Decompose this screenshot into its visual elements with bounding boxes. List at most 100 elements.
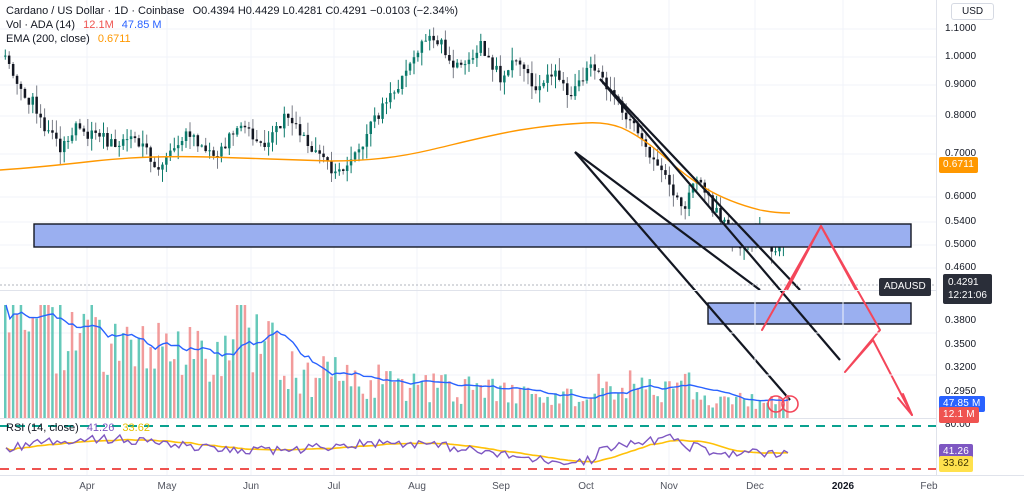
volume-bar[interactable] — [452, 401, 455, 419]
volume-bar[interactable] — [133, 366, 137, 418]
volume-bar[interactable] — [648, 379, 652, 418]
volume-bar[interactable] — [546, 396, 549, 418]
volume-bar[interactable] — [326, 361, 329, 418]
volume-bar[interactable] — [176, 331, 180, 418]
candle-body[interactable] — [566, 83, 569, 95]
volume-bar[interactable] — [636, 387, 640, 418]
volume-bar[interactable] — [577, 401, 581, 418]
candle-body[interactable] — [601, 71, 604, 78]
volume-bar[interactable] — [196, 330, 200, 418]
candle-body[interactable] — [353, 152, 357, 160]
volume-bar[interactable] — [558, 403, 561, 419]
candle-body[interactable] — [357, 149, 361, 153]
volume-bar[interactable] — [66, 351, 70, 418]
volume-bar[interactable] — [137, 337, 141, 418]
volume-bar[interactable] — [385, 371, 388, 418]
candle-body[interactable] — [715, 207, 718, 213]
volume-bar[interactable] — [27, 331, 31, 419]
volume-bar[interactable] — [715, 403, 718, 418]
volume-bar[interactable] — [169, 361, 172, 418]
volume-bar[interactable] — [98, 319, 101, 418]
volume-bar[interactable] — [754, 408, 758, 418]
rsi-chart-svg[interactable] — [0, 419, 936, 475]
volume-bar[interactable] — [695, 392, 699, 418]
candle-body[interactable] — [349, 159, 353, 166]
candle-body[interactable] — [157, 167, 160, 170]
volume-bar[interactable] — [691, 399, 695, 418]
volume-bar[interactable] — [345, 364, 349, 418]
volume-bar[interactable] — [15, 314, 19, 418]
volume-bar[interactable] — [499, 385, 502, 418]
candle-body[interactable] — [444, 39, 447, 56]
candle-body[interactable] — [393, 92, 396, 94]
candle-body[interactable] — [699, 179, 703, 183]
candle-body[interactable] — [74, 123, 78, 136]
candle-body[interactable] — [385, 102, 388, 104]
candle-body[interactable] — [239, 125, 243, 129]
candle-body[interactable] — [440, 39, 443, 45]
candle-body[interactable] — [495, 65, 498, 70]
candle-body[interactable] — [318, 150, 321, 154]
volume-bar[interactable] — [530, 394, 534, 418]
volume-bar[interactable] — [538, 397, 542, 418]
volume-bar[interactable] — [644, 389, 648, 418]
candle-body[interactable] — [86, 131, 90, 139]
volume-pane[interactable] — [0, 291, 936, 418]
volume-bar[interactable] — [216, 341, 219, 418]
volume-bar[interactable] — [471, 389, 475, 418]
last-price-badge[interactable]: 0.4291 12:21:06 — [943, 274, 992, 304]
volume-bar[interactable] — [243, 305, 247, 418]
candle-body[interactable] — [110, 139, 113, 147]
volume-bar[interactable] — [416, 384, 420, 418]
candle-body[interactable] — [235, 128, 239, 135]
volume-bar[interactable] — [47, 305, 50, 418]
candle-body[interactable] — [94, 130, 97, 133]
candle-body[interactable] — [66, 140, 70, 142]
volume-bar[interactable] — [129, 339, 133, 418]
candle-body[interactable] — [51, 130, 54, 133]
candle-body[interactable] — [39, 113, 42, 118]
candle-body[interactable] — [691, 183, 695, 193]
volume-bar[interactable] — [581, 401, 585, 418]
volume-bar[interactable] — [432, 373, 435, 419]
volume-bar[interactable] — [660, 402, 663, 418]
volume-bar[interactable] — [35, 318, 38, 418]
volume-bar[interactable] — [463, 379, 467, 418]
candle-body[interactable] — [334, 171, 337, 174]
candle-body[interactable] — [424, 40, 428, 42]
candle-body[interactable] — [330, 161, 333, 174]
volume-bar[interactable] — [369, 380, 373, 418]
candle-body[interactable] — [416, 52, 420, 58]
legend-volume-title[interactable]: Vol · ADA (14) — [6, 19, 76, 31]
volume-bar[interactable] — [357, 386, 361, 419]
volume-bar[interactable] — [459, 403, 463, 418]
volume-bar[interactable] — [102, 371, 105, 418]
resistance-zone-upper[interactable] — [33, 223, 912, 248]
candle-body[interactable] — [27, 97, 31, 105]
volume-bar[interactable] — [212, 374, 215, 418]
candle-body[interactable] — [7, 55, 11, 64]
candle-body[interactable] — [487, 55, 490, 58]
candle-body[interactable] — [514, 60, 518, 62]
volume-bar[interactable] — [554, 393, 557, 418]
volume-bar[interactable] — [668, 381, 671, 418]
volume-bar[interactable] — [231, 339, 235, 418]
volume-bar[interactable] — [664, 381, 667, 419]
volume-bar[interactable] — [290, 351, 294, 418]
candle-body[interactable] — [518, 60, 522, 65]
candle-body[interactable] — [188, 131, 192, 137]
candle-body[interactable] — [648, 146, 652, 158]
volume-bar[interactable] — [298, 393, 302, 418]
volume-bar[interactable] — [727, 397, 730, 418]
volume-circle-markers[interactable] — [0, 291, 936, 418]
candle-body[interactable] — [161, 164, 164, 170]
candle-body[interactable] — [267, 142, 270, 147]
volume-bar[interactable] — [676, 382, 679, 418]
candle-body[interactable] — [369, 121, 373, 134]
candle-body[interactable] — [550, 74, 553, 77]
volume-bar[interactable] — [4, 305, 7, 418]
candle-body[interactable] — [628, 119, 632, 121]
volume-bar[interactable] — [444, 374, 447, 418]
volume-bar[interactable] — [412, 373, 416, 418]
volume-bar[interactable] — [475, 383, 479, 418]
